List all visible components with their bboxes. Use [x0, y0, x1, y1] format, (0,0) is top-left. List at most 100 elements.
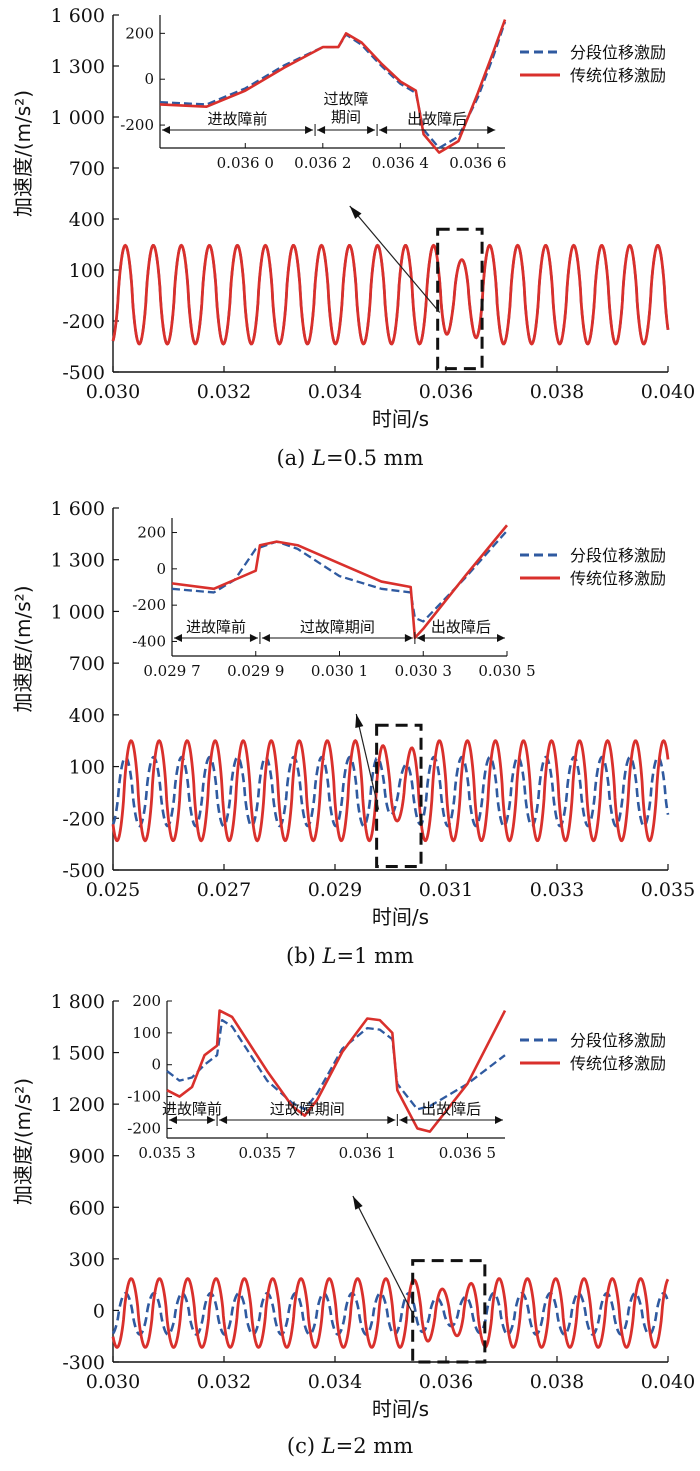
y-tick-label: 300 — [69, 1249, 105, 1271]
fault-window-box — [411, 1259, 487, 1364]
x-tick-label: 0.034 — [308, 1371, 362, 1393]
inset-y-tick-label: -200 — [132, 596, 166, 614]
inset-y-tick-label: 200 — [137, 524, 166, 542]
fault-window-box — [375, 723, 423, 869]
region-arrow-head — [497, 634, 505, 642]
inset-background — [160, 15, 505, 148]
callout-arrow — [349, 205, 441, 313]
x-tick-label: 0.025 — [86, 879, 140, 901]
y-tick-label: 700 — [69, 158, 105, 180]
inset-x-tick-label: 0.035 3 — [138, 1144, 195, 1162]
inset-y-tick-label: -200 — [120, 116, 154, 134]
series-line-traditional — [111, 243, 670, 346]
region-arrow-head — [219, 1116, 228, 1124]
region-arrow-head — [404, 634, 413, 642]
legend-label-segmented: 分段位移激励 — [570, 546, 666, 565]
region-arrow-head — [169, 1116, 177, 1124]
inset-x-tick-label: 0.030 5 — [478, 662, 535, 680]
y-axis-label: 加速度/(m/s²) — [11, 1078, 35, 1205]
region-label: 进故障前 — [208, 110, 268, 128]
inset-x-tick-label: 0.036 6 — [449, 154, 506, 172]
legend-label-segmented: 分段位移激励 — [570, 43, 666, 62]
region-label: 出故障后 — [431, 618, 491, 636]
y-tick-label: 100 — [69, 757, 105, 779]
inset-x-tick-label: 0.036 5 — [439, 1144, 496, 1162]
region-arrow-head — [399, 1116, 408, 1124]
x-tick-label: 0.038 — [530, 381, 584, 403]
x-tick-label: 0.040 — [641, 1371, 695, 1393]
inset-y-tick-label: 0 — [156, 560, 166, 578]
region-arrow-head — [249, 634, 258, 642]
inset-series-traditional — [166, 1009, 507, 1133]
panel-caption: (c) L=2 mm — [287, 1434, 413, 1458]
x-tick-label: 0.033 — [530, 879, 584, 901]
y-tick-label: 400 — [69, 705, 105, 727]
region-arrow-head — [416, 634, 425, 642]
x-tick-label: 0.030 — [86, 1371, 140, 1393]
panel-caption: (b) L=1 mm — [286, 944, 414, 968]
legend-label-traditional: 传统位移激励 — [570, 66, 666, 85]
x-tick-label: 0.032 — [197, 1371, 251, 1393]
inset-y-tick-label: 100 — [132, 1024, 161, 1042]
y-tick-label: 0 — [93, 1300, 105, 1322]
inset-y-tick-label: -100 — [127, 1088, 161, 1106]
region-arrow-head — [379, 126, 388, 134]
region-arrow-head — [317, 126, 326, 134]
y-tick-label: 1 200 — [51, 1094, 105, 1116]
y-tick-label: 1 000 — [51, 601, 105, 623]
inset-y-tick-label: 200 — [125, 24, 154, 42]
y-tick-label: -500 — [62, 362, 105, 384]
x-tick-label: 0.038 — [530, 1371, 584, 1393]
y-tick-label: 700 — [69, 653, 105, 675]
y-tick-label: 1 600 — [51, 5, 105, 27]
region-arrow-head — [174, 634, 182, 642]
inset-y-tick-label: 0 — [144, 70, 154, 88]
inset-series-segmented — [166, 1018, 506, 1111]
x-axis-label: 时间/s — [372, 905, 429, 929]
region-label: 出故障后 — [407, 110, 467, 128]
inset-x-tick-label: 0.029 9 — [227, 662, 284, 680]
y-axis-label: 加速度/(m/s²) — [11, 90, 35, 217]
x-tick-label: 0.035 — [641, 879, 695, 901]
region-label: 过故障 — [324, 90, 369, 108]
panel-caption: (a) L=0.5 mm — [276, 446, 423, 470]
x-tick-label: 0.036 — [419, 381, 473, 403]
inset-x-tick-label: 0.036 1 — [339, 1144, 396, 1162]
inset-x-tick-label: 0.035 7 — [239, 1144, 296, 1162]
inset-x-tick-label: 0.036 4 — [372, 154, 429, 172]
y-tick-label: 900 — [69, 1146, 105, 1168]
inset-series-traditional — [171, 524, 509, 640]
inset-chart: 200 0 -200 -400 0.029 7 0.029 9 0.030 1 0.030 3… — [132, 518, 536, 680]
region-arrow-head — [261, 634, 270, 642]
y-tick-label: 100 — [69, 260, 105, 282]
y-tick-label: -200 — [62, 311, 105, 333]
inset-background — [167, 1001, 505, 1138]
inset-series-traditional — [159, 19, 507, 154]
y-tick-label: 1 300 — [51, 550, 105, 572]
region-arrow-head — [487, 126, 496, 134]
inset-y-tick-label: -200 — [127, 1119, 161, 1137]
x-tick-label: 0.032 — [197, 381, 251, 403]
inset-x-tick-label: 0.030 3 — [395, 662, 452, 680]
y-tick-label: -200 — [62, 808, 105, 830]
x-tick-label: 0.029 — [308, 879, 362, 901]
inset-background — [172, 518, 507, 656]
legend-label-traditional: 传统位移激励 — [570, 569, 666, 588]
inset-x-tick-label: 0.036 2 — [294, 154, 351, 172]
region-label: 期间 — [331, 108, 361, 126]
inset-y-tick-label: 0 — [151, 1056, 161, 1074]
x-axis-label: 时间/s — [372, 1397, 429, 1421]
fault-window-box — [436, 227, 484, 371]
region-label: 进故障前 — [186, 618, 246, 636]
y-tick-label: 1 300 — [51, 56, 105, 78]
region-arrow-head — [207, 1116, 216, 1124]
y-tick-label: 400 — [69, 209, 105, 231]
x-tick-label: 0.031 — [419, 879, 473, 901]
y-tick-label: 1 000 — [51, 107, 105, 129]
region-label: 过故障期间 — [300, 618, 375, 636]
region-label: 过故障期间 — [270, 1100, 345, 1118]
x-tick-label: 0.036 — [419, 1371, 473, 1393]
